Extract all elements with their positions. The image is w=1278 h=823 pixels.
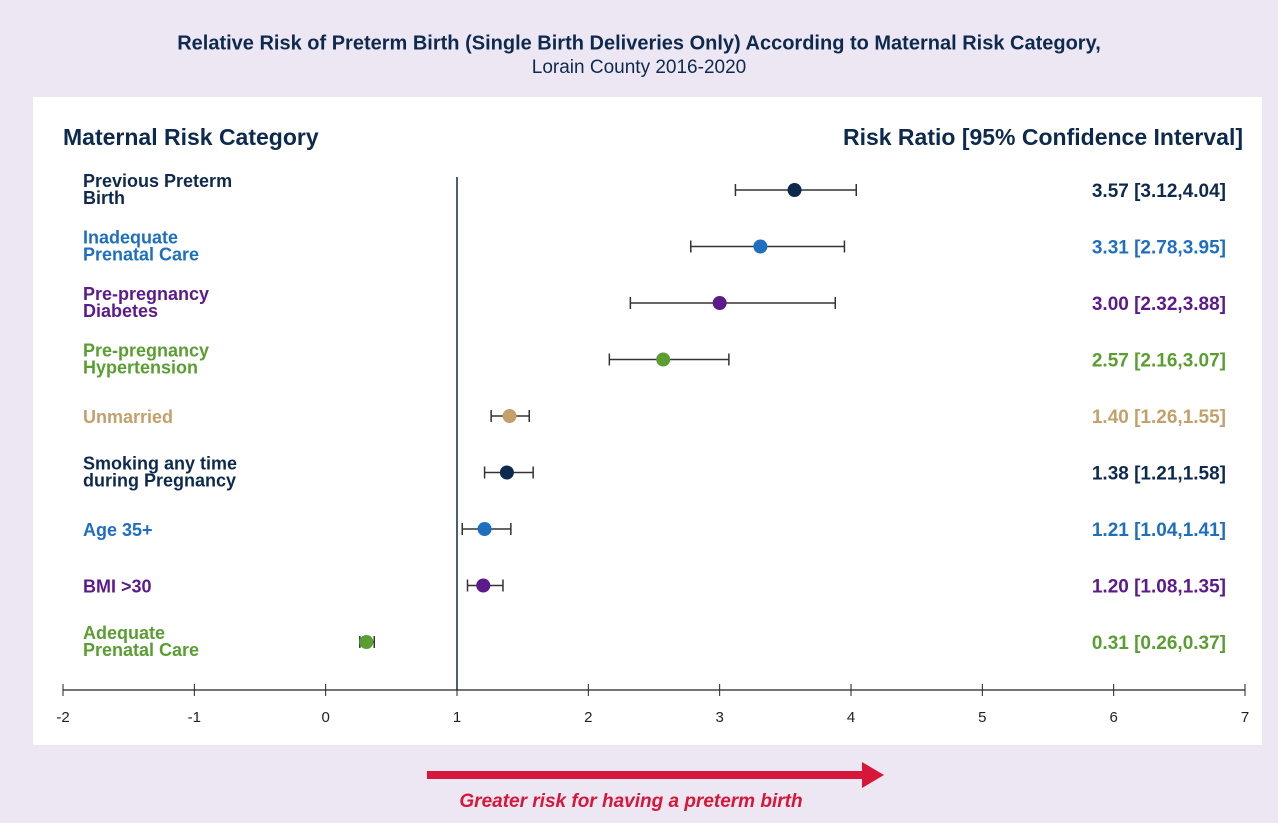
category-label: Pre-pregnancy	[83, 340, 209, 360]
x-tick-label: 7	[1241, 709, 1249, 726]
value-label: 1.38 [1.21,1.58]	[1092, 464, 1226, 485]
value-label: 0.31 [0.26,0.37]	[1092, 633, 1226, 654]
chart-title: Relative Risk of Preterm Birth (Single B…	[177, 32, 1101, 54]
category-label: Pre-pregnancy	[83, 284, 209, 304]
point	[476, 578, 491, 593]
x-tick-label: 6	[1109, 709, 1117, 726]
x-tick-label: 4	[847, 709, 855, 726]
category-label: Prenatal Care	[83, 640, 199, 660]
point	[712, 296, 727, 310]
point	[787, 183, 802, 197]
value-label: 1.40 [1.26,1.55]	[1092, 407, 1226, 428]
category-label: Inadequate	[83, 227, 178, 247]
annotation: Greater risk for having a preterm birth	[459, 791, 802, 812]
category-label: Smoking any time	[83, 453, 237, 473]
category-label: Previous Preterm	[83, 171, 232, 191]
category-label: Adequate	[83, 623, 165, 643]
value-label: 3.31 [2.78,3.95]	[1092, 238, 1226, 259]
point	[477, 522, 492, 536]
category-header: Maternal Risk Category	[63, 124, 319, 150]
value-label: 1.21 [1.04,1.41]	[1092, 520, 1226, 541]
category-label: Age 35+	[83, 520, 153, 540]
category-label: Birth	[83, 188, 125, 208]
value-header: Risk Ratio [95% Confidence Interval]	[843, 124, 1243, 150]
category-label: Unmarried	[83, 407, 173, 427]
chart-subtitle: Lorain County 2016-2020	[532, 57, 746, 78]
value-label: 3.57 [3.12,4.04]	[1092, 181, 1226, 202]
point	[753, 239, 768, 254]
value-label: 1.20 [1.08,1.35]	[1092, 577, 1226, 598]
plot-panel	[33, 97, 1262, 745]
x-tick-label: 1	[453, 709, 461, 726]
x-tick-label: 0	[321, 709, 329, 726]
category-label: Hypertension	[83, 357, 198, 377]
category-label: BMI >30	[83, 576, 152, 596]
point	[656, 352, 671, 367]
x-tick-label: 5	[978, 709, 986, 726]
arrow	[427, 762, 884, 788]
value-label: 3.00 [2.32,3.88]	[1092, 294, 1226, 315]
x-tick-label: -2	[56, 709, 69, 726]
category-label: Diabetes	[83, 301, 158, 321]
x-tick-label: 2	[584, 709, 592, 726]
x-tick-label: -1	[188, 709, 201, 726]
point	[499, 465, 514, 480]
x-tick-label: 3	[715, 709, 723, 726]
category-label: Prenatal Care	[83, 244, 199, 264]
value-label: 2.57 [2.16,3.07]	[1092, 351, 1226, 372]
point	[502, 409, 517, 423]
category-label: during Pregnancy	[83, 470, 236, 490]
point	[359, 635, 374, 649]
